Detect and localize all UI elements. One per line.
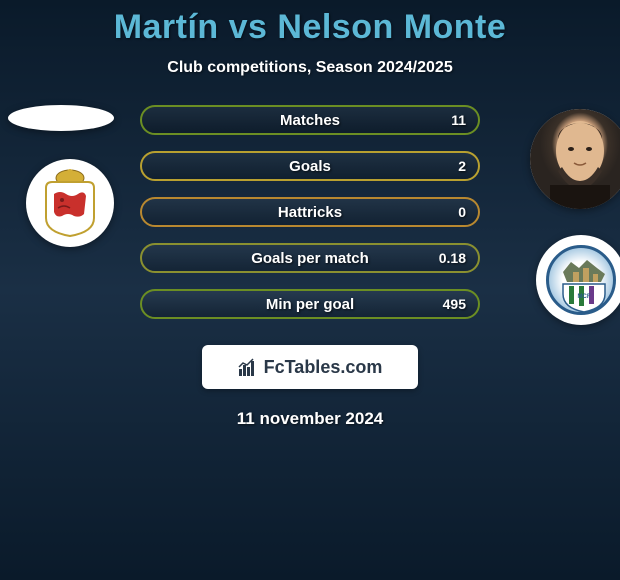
stat-value: 2 (458, 158, 466, 174)
stat-bar-goals: Goals 2 (140, 151, 480, 181)
footer-date: 11 november 2024 (237, 409, 383, 429)
stat-value: 11 (451, 112, 466, 128)
stats-area: MCF Matches 11 Goals 2 Hattricks 0 Goals… (0, 105, 620, 319)
stat-label: Matches (280, 112, 340, 129)
bar-chart-icon (238, 357, 258, 377)
brand-box: FcTables.com (202, 345, 418, 389)
player-right-avatar (530, 109, 620, 209)
stat-value: 495 (443, 296, 466, 312)
page-subtitle: Club competitions, Season 2024/2025 (167, 59, 452, 77)
club-left-crest (26, 159, 114, 247)
stat-bar-hattricks: Hattricks 0 (140, 197, 480, 227)
stat-bar-gpm: Goals per match 0.18 (140, 243, 480, 273)
player-left-avatar (8, 105, 114, 131)
club-right-crest: MCF (536, 235, 620, 325)
stat-bar-mpg: Min per goal 495 (140, 289, 480, 319)
stat-label: Goals (289, 158, 331, 175)
player-face-icon (530, 109, 620, 209)
zaragoza-crest-icon (40, 168, 100, 238)
stat-bar-matches: Matches 11 (140, 105, 480, 135)
brand-text: FcTables.com (264, 357, 383, 378)
svg-text:MCF: MCF (578, 294, 591, 300)
comparison-card: Martín vs Nelson Monte Club competitions… (0, 0, 620, 580)
stat-label: Goals per match (251, 250, 369, 267)
stat-value: 0 (458, 204, 466, 220)
stat-label: Min per goal (266, 296, 354, 313)
stat-label: Hattricks (278, 204, 342, 221)
page-title: Martín vs Nelson Monte (114, 8, 507, 47)
stat-bars: Matches 11 Goals 2 Hattricks 0 Goals per… (140, 105, 480, 319)
malaga-crest-icon: MCF (546, 245, 616, 315)
stat-value: 0.18 (439, 250, 466, 266)
